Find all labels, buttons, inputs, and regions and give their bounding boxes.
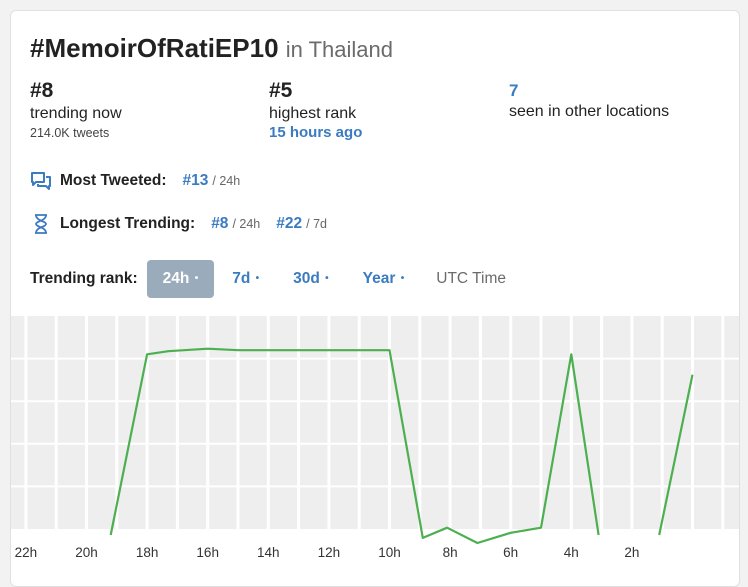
- highest-rank-time[interactable]: 15 hours ago: [269, 124, 363, 141]
- most-tweeted-rank[interactable]: #13: [182, 172, 209, 189]
- stat-other-locations: 7 seen in other locations: [509, 81, 669, 121]
- highest-rank-label: highest rank: [269, 105, 357, 122]
- longest-trending-row: Longest Trending: #8 / 24h #22 / 7d: [30, 213, 327, 235]
- hourglass-icon: [35, 214, 47, 234]
- longest-trending-rank-24h[interactable]: #8: [211, 215, 229, 232]
- other-locations-label: seen in other locations: [509, 103, 670, 120]
- stat-current-rank: #8 trending now 214.0K tweets: [30, 79, 122, 140]
- x-tick-label: 4h: [564, 545, 579, 560]
- longest-trending-period-7d: / 7d: [306, 217, 327, 231]
- current-rank-value: #8: [30, 79, 54, 102]
- speech-bubbles-icon: [31, 172, 51, 190]
- other-locations-count[interactable]: 7: [509, 81, 519, 100]
- longest-trending-period-24h: / 24h: [232, 217, 261, 231]
- most-tweeted-label: Most Tweeted:: [60, 172, 167, 189]
- trend-card: #MemoirOfRatiEP10 in Thailand #8 trendin…: [10, 10, 740, 587]
- plot-background: [11, 316, 739, 529]
- x-tick-label: 12h: [318, 545, 341, 560]
- hashtag-title[interactable]: #MemoirOfRatiEP10: [30, 33, 279, 63]
- longest-trending-label: Longest Trending:: [60, 215, 196, 232]
- longest-trending-rank-7d[interactable]: #22: [276, 215, 303, 232]
- page-title: #MemoirOfRatiEP10 in Thailand: [30, 33, 393, 64]
- tweet-count: 214.0K tweets: [30, 126, 110, 140]
- x-tick-label: 18h: [136, 545, 159, 560]
- x-tick-label: 8h: [443, 545, 458, 560]
- x-tick-label: 6h: [503, 545, 518, 560]
- current-rank-label: trending now: [30, 105, 122, 122]
- location-label: in Thailand: [285, 37, 393, 62]
- trending-rank-label: Trending rank:: [30, 270, 138, 287]
- timezone-label[interactable]: UTC Time: [436, 270, 507, 287]
- most-tweeted-period: / 24h: [212, 174, 241, 188]
- x-tick-label: 14h: [257, 545, 280, 560]
- x-tick-label: 20h: [75, 545, 98, 560]
- x-tick-label: 22h: [15, 545, 38, 560]
- range-tabs: Trending rank: 24h • 7d • 30d • Year • U…: [30, 260, 506, 298]
- tab-30d[interactable]: 30d •: [293, 270, 329, 287]
- trending-rank-chart: 22h 20h 18h 16h 14h 12h 10h 8h 6h 4h 2h: [11, 316, 739, 560]
- tab-24h[interactable]: 24h •: [146, 260, 215, 298]
- highest-rank-value: #5: [269, 79, 293, 102]
- x-tick-label: 2h: [624, 545, 639, 560]
- stat-highest-rank: #5 highest rank 15 hours ago: [269, 79, 362, 141]
- x-tick-label: 10h: [378, 545, 401, 560]
- tab-7d[interactable]: 7d •: [232, 270, 260, 287]
- rank-line-series: [109, 347, 694, 545]
- most-tweeted-row: Most Tweeted: #13 / 24h: [30, 171, 240, 191]
- x-tick-label: 16h: [196, 545, 219, 560]
- tab-year[interactable]: Year •: [362, 270, 405, 287]
